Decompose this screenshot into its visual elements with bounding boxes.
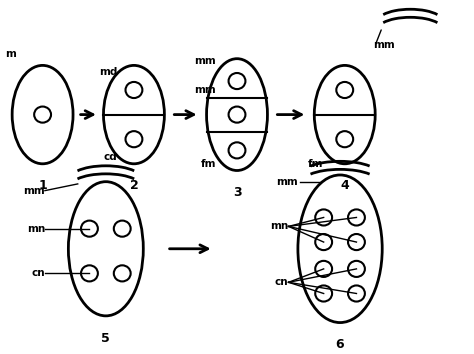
Text: m: m — [5, 49, 16, 59]
Text: 5: 5 — [101, 331, 110, 344]
Text: fm: fm — [201, 159, 216, 169]
Text: mm: mm — [23, 185, 45, 196]
Text: cn: cn — [275, 277, 289, 287]
Text: cn: cn — [31, 268, 45, 278]
Text: 1: 1 — [38, 179, 47, 193]
Text: fm: fm — [308, 159, 324, 169]
Text: cd: cd — [104, 152, 118, 162]
Text: mm: mm — [373, 40, 394, 50]
Text: 4: 4 — [340, 179, 349, 193]
Text: mn: mn — [27, 224, 45, 234]
Text: mn: mn — [270, 221, 289, 232]
Text: mm: mm — [194, 56, 216, 66]
Text: 3: 3 — [233, 186, 241, 199]
Text: mm: mm — [276, 177, 298, 187]
Text: 2: 2 — [129, 179, 138, 193]
Text: md: md — [99, 67, 118, 77]
Text: mm: mm — [194, 85, 216, 95]
Text: 6: 6 — [336, 338, 345, 351]
